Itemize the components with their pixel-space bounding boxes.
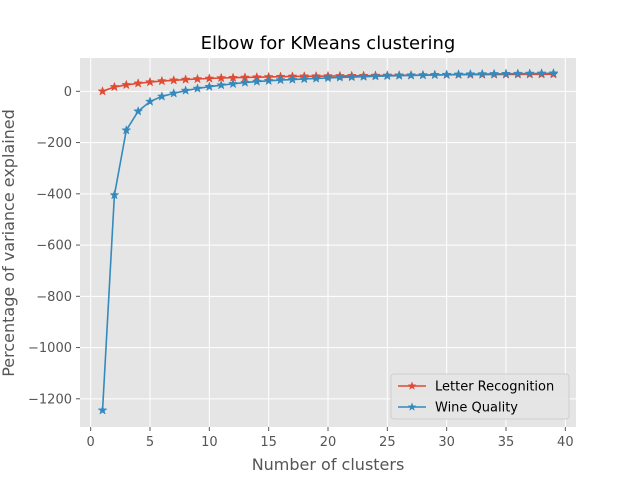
data-point (548, 67, 559, 78)
data-point (192, 73, 203, 84)
data-point (228, 78, 239, 89)
data-point (334, 72, 345, 82)
x-tick-label: 30 (438, 435, 455, 450)
data-point (311, 73, 322, 83)
y-tick-label: −600 (36, 239, 72, 254)
data-point (156, 91, 167, 101)
data-point (477, 68, 488, 79)
data-point (405, 70, 417, 80)
data-point (216, 79, 227, 90)
data-point (168, 88, 179, 98)
data-point (536, 68, 547, 78)
data-point (192, 83, 203, 93)
data-point (97, 85, 108, 96)
data-point (109, 81, 120, 92)
x-tick-label: 0 (87, 435, 95, 450)
x-tick-label: 10 (201, 435, 218, 450)
data-point (358, 71, 369, 82)
series-layer (97, 67, 559, 415)
data-point (168, 74, 179, 85)
data-point (500, 68, 512, 79)
y-tick-label: −1000 (28, 341, 72, 356)
y-tick-label: −400 (36, 187, 72, 202)
data-point (275, 74, 286, 85)
x-tick-label: 40 (557, 435, 574, 450)
y-axis-label: Percentage of variance explained (0, 109, 18, 377)
y-axis-ticks: 0 −200 −400 −600 −800 −1000 −1200 (28, 85, 80, 407)
x-axis-ticks: 0 5 10 15 20 25 30 35 40 (87, 427, 574, 450)
data-point (251, 76, 262, 86)
data-point (121, 124, 132, 135)
data-point (382, 70, 393, 81)
data-point (239, 77, 251, 87)
data-point (524, 68, 535, 78)
x-tick-label: 20 (320, 435, 337, 450)
data-point (133, 105, 144, 116)
legend: Letter Recognition Wine Quality (390, 373, 570, 420)
x-tick-label: 25 (379, 435, 396, 450)
data-point (144, 96, 156, 106)
x-axis-label: Number of clusters (252, 455, 405, 474)
data-point (109, 189, 120, 200)
legend-label: Wine Quality (435, 401, 518, 416)
x-tick-label: 35 (498, 435, 515, 450)
data-point (453, 69, 464, 79)
data-point (204, 73, 215, 83)
x-tick-label: 15 (260, 435, 277, 450)
series-wine-quality (97, 67, 559, 415)
data-point (156, 75, 167, 86)
legend-label: Letter Recognition (435, 380, 554, 395)
legend-marker (407, 381, 417, 390)
x-tick-label: 5 (146, 435, 154, 450)
y-tick-label: −1200 (28, 392, 72, 407)
chart-title: Elbow for KMeans clustering (201, 33, 456, 54)
data-point (441, 69, 452, 79)
data-point (417, 69, 428, 80)
data-point (299, 73, 310, 84)
data-point (489, 68, 500, 79)
data-point (346, 71, 357, 82)
data-point (204, 81, 215, 92)
data-point (180, 85, 191, 95)
data-point (512, 68, 523, 78)
data-point (322, 72, 334, 83)
y-tick-label: −800 (36, 290, 72, 305)
data-point (180, 74, 191, 84)
data-point (263, 75, 274, 86)
legend-marker (407, 402, 417, 411)
data-point (287, 74, 298, 84)
data-point (144, 76, 156, 87)
y-tick-label: −200 (36, 136, 72, 151)
data-point (133, 78, 144, 88)
data-point (394, 70, 405, 80)
legend-box (390, 373, 570, 420)
data-point (121, 79, 132, 90)
data-point (465, 68, 476, 79)
y-tick-label: 0 (64, 85, 72, 100)
data-point (97, 405, 108, 415)
data-point (370, 70, 381, 81)
data-point (429, 69, 440, 80)
